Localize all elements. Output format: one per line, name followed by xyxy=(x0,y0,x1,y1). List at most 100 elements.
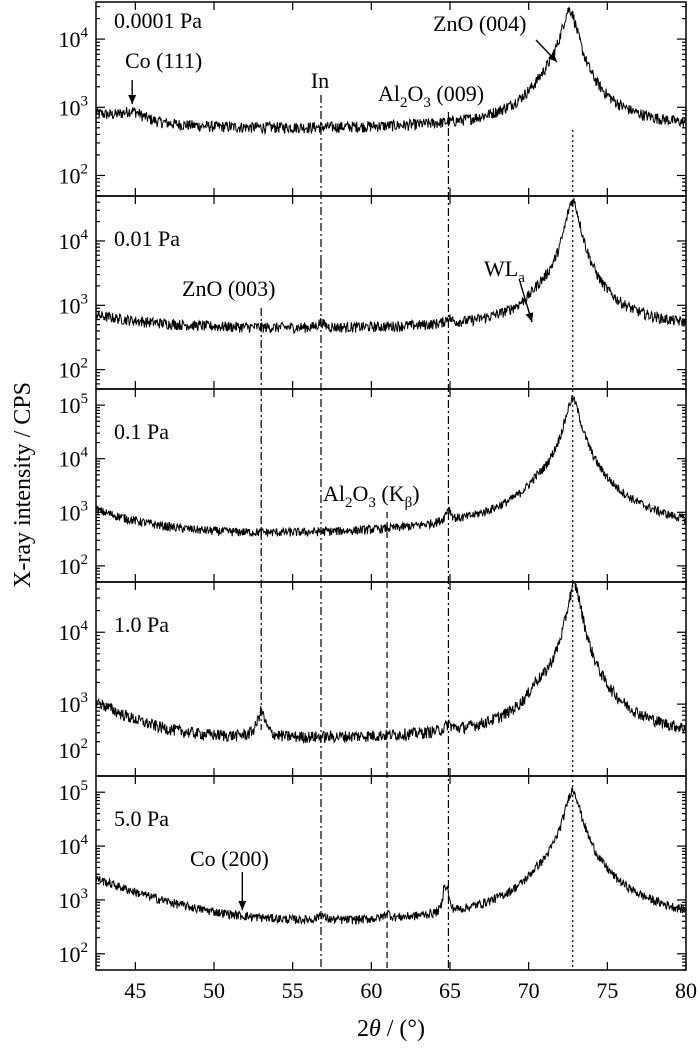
y-tick-label-base: 10 xyxy=(59,738,81,763)
annotation-part: (009) xyxy=(431,81,484,106)
y-tick-label: 105 xyxy=(59,391,89,418)
y-tick-label-base: 10 xyxy=(59,358,81,383)
y-tick-label-base: 10 xyxy=(59,888,81,913)
annotation-part: Al xyxy=(323,481,345,506)
series-line-0-0001-Pa xyxy=(95,6,687,136)
y-tick-label: 102 xyxy=(59,736,89,763)
y-tick-label: 103 xyxy=(59,291,89,318)
y-axis-title: X-ray intensity / CPS xyxy=(10,382,36,588)
y-tick-label-exponent: 4 xyxy=(81,25,89,41)
x-tick-label: 80 xyxy=(675,978,697,1003)
y-tick-label-exponent: 2 xyxy=(81,736,89,752)
y-tick-label-exponent: 3 xyxy=(81,93,89,109)
y-tick-label-exponent: 2 xyxy=(81,552,89,568)
y-tick-label-base: 10 xyxy=(59,95,81,120)
annotation-part: O xyxy=(408,81,424,106)
y-tick-label-exponent: 3 xyxy=(81,498,89,514)
annotation-label: Co (111) xyxy=(125,48,202,73)
y-tick-label-base: 10 xyxy=(59,229,81,254)
annotation-label: Al2​O3​ (009) xyxy=(378,81,484,111)
y-tick-label-exponent: 4 xyxy=(81,618,89,634)
y-tick-label: 102 xyxy=(59,356,89,383)
y-tick-label-base: 10 xyxy=(59,500,81,525)
y-tick-label-base: 10 xyxy=(59,692,81,717)
annotation-part: 2 xyxy=(345,495,353,511)
annotation-part: 2 xyxy=(400,95,408,111)
arrow-wla-head xyxy=(525,312,534,322)
y-tick-label: 104 xyxy=(59,618,89,645)
x-tick-label: 50 xyxy=(203,978,225,1003)
annotation-label: ZnO (004) xyxy=(433,11,526,36)
panel-label: 0.0001 Pa xyxy=(114,8,202,33)
x-axis-title-part: / (°) xyxy=(381,1016,425,1042)
annotations-layer: Co (111) In ZnO (004) Al2​O3​ (009) ZnO (003… xyxy=(125,11,558,910)
panel-label: 0.1 Pa xyxy=(114,419,169,444)
y-tick-label: 104 xyxy=(59,832,89,859)
y-tick-label: 104 xyxy=(59,445,89,472)
y-tick-label: 102 xyxy=(59,552,89,579)
annotation-part: (K xyxy=(376,481,405,506)
panel-label: 1.0 Pa xyxy=(114,612,169,637)
annotation-part: 3 xyxy=(368,495,376,511)
reference-lines-layer xyxy=(260,95,574,970)
y-tick-label-exponent: 2 xyxy=(81,356,89,372)
y-tick-label-base: 10 xyxy=(59,620,81,645)
arrow-zno-004-head xyxy=(547,52,557,62)
x-tick-label: 65 xyxy=(439,978,461,1003)
y-tick-label-base: 10 xyxy=(59,293,81,318)
x-tick-label: 60 xyxy=(360,978,382,1003)
y-tick-label-base: 10 xyxy=(59,163,81,188)
y-tick-label-base: 10 xyxy=(59,554,81,579)
y-tick-label: 103 xyxy=(59,690,89,717)
y-tick-label: 102 xyxy=(59,940,89,967)
annotation-label: Co (200) xyxy=(190,846,269,871)
series-line-1-0-Pa xyxy=(95,582,687,744)
x-axis-title-part: θ xyxy=(369,1016,381,1042)
y-tick-label-exponent: 4 xyxy=(81,832,89,848)
y-tick-label: 103 xyxy=(59,498,89,525)
y-tick-label: 104 xyxy=(59,25,89,52)
y-tick-label-base: 10 xyxy=(59,780,81,805)
series-line-0-1-Pa xyxy=(95,395,687,537)
y-tick-label-exponent: 5 xyxy=(81,778,89,794)
annotation-label: In xyxy=(311,68,329,93)
annotation-label: Al2​O3​ (Kβ​) xyxy=(323,481,420,511)
panel-frame xyxy=(95,581,687,777)
panel-label: 0.01 Pa xyxy=(114,226,180,251)
x-tick-label: 45 xyxy=(124,978,146,1003)
y-tick-label: 105 xyxy=(59,778,89,805)
y-tick-label: 102 xyxy=(59,161,89,188)
panel-frame xyxy=(95,775,687,971)
y-tick-label-exponent: 2 xyxy=(81,940,89,956)
x-axis-title: 2θ / (°) xyxy=(357,1016,425,1042)
x-axis-title-part: 2 xyxy=(357,1016,369,1042)
curves-layer xyxy=(95,6,687,925)
y-tick-label: 104 xyxy=(59,227,89,254)
panel-frames-layer xyxy=(95,1,687,971)
annotation-part: β xyxy=(405,495,413,511)
series-line-0-01-Pa xyxy=(95,197,687,334)
ticks-layer xyxy=(96,2,687,971)
x-tick-label: 55 xyxy=(282,978,304,1003)
y-tick-label-exponent: 3 xyxy=(81,886,89,902)
y-tick-label-exponent: 3 xyxy=(81,291,89,307)
series-line-5-0-Pa xyxy=(95,785,687,925)
y-tick-label-base: 10 xyxy=(59,447,81,472)
arrow-co-111-head xyxy=(128,95,137,104)
y-tick-label-base: 10 xyxy=(59,393,81,418)
annotation-part: WL xyxy=(484,256,518,281)
x-tick-label: 70 xyxy=(518,978,540,1003)
y-tick-label-exponent: 4 xyxy=(81,227,89,243)
annotation-part: Al xyxy=(378,81,400,106)
annotation-part: a xyxy=(518,270,525,286)
arrow-co-200-head xyxy=(238,901,247,910)
y-tick-label-exponent: 5 xyxy=(81,391,89,407)
y-tick-label-base: 10 xyxy=(59,834,81,859)
annotation-part: 3 xyxy=(423,95,431,111)
annotation-label: ZnO (003) xyxy=(182,276,275,301)
annotation-label: WLa​ xyxy=(484,256,525,286)
y-tick-label-exponent: 2 xyxy=(81,161,89,177)
panel-label: 5.0 Pa xyxy=(114,806,169,831)
